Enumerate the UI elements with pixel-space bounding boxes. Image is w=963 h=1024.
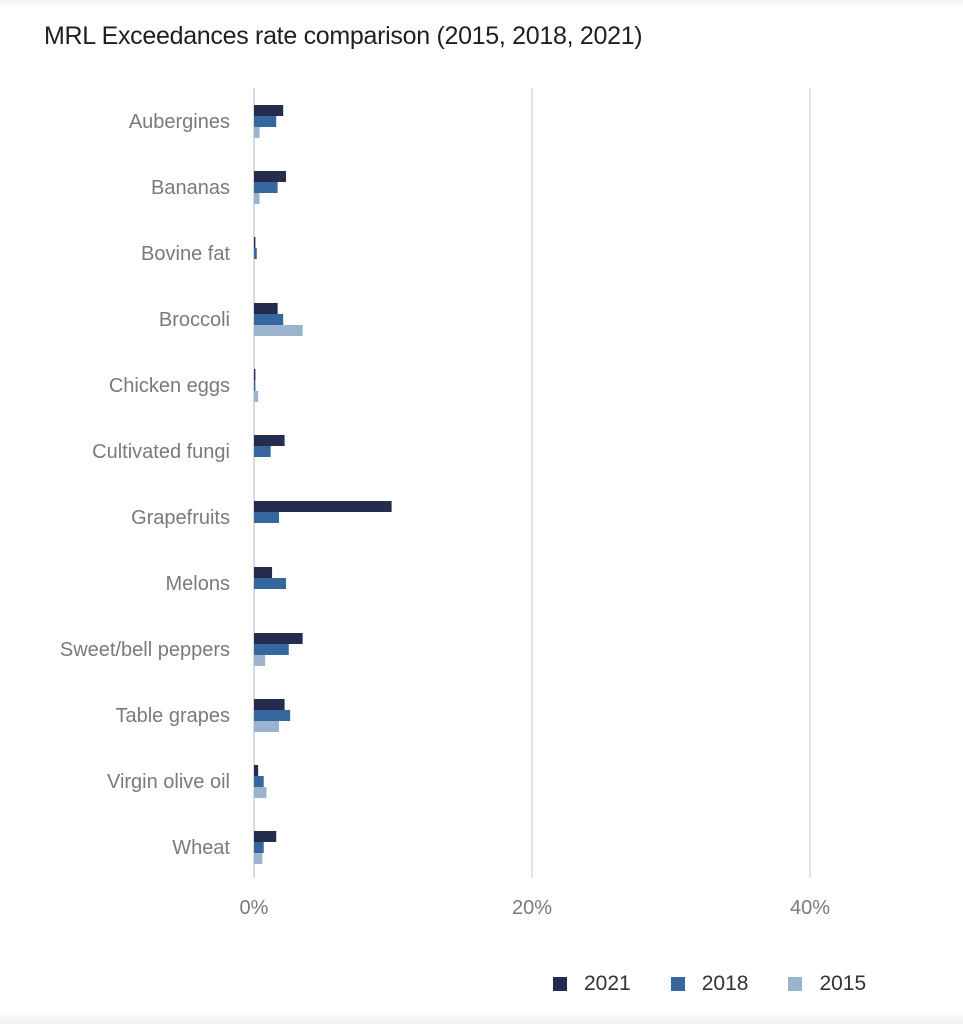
x-tick-label: 40% (790, 897, 830, 919)
category-label: Chicken eggs (109, 375, 230, 397)
bar-2021-aubergines (254, 105, 284, 116)
legend-swatch (553, 977, 567, 991)
bars (254, 105, 392, 864)
category-label: Melons (166, 573, 230, 595)
bar-2021-chicken-eggs (254, 369, 256, 380)
chart-title: MRL Exceedances rate comparison (2015, 2… (44, 22, 643, 50)
bar-2021-table-grapes (254, 699, 285, 710)
bar-2021-wheat (254, 831, 277, 842)
category-label: Cultivated fungi (92, 441, 230, 463)
category-label: Wheat (172, 837, 230, 859)
x-tick-label: 0% (240, 897, 269, 919)
category-label: Grapefruits (131, 507, 230, 529)
bar-2021-sweet-bell-peppers (254, 633, 303, 644)
category-labels: Aubergines Bananas Bovine fat Broccoli Chick… (60, 111, 231, 859)
bar-2018-melons (254, 578, 286, 589)
category-label: Broccoli (159, 309, 230, 331)
bar-2021-virgin-olive-oil (254, 765, 259, 776)
bar-2015-wheat (254, 853, 263, 864)
category-label: Aubergines (129, 111, 230, 133)
bottom-shade (0, 1010, 963, 1024)
bar-2015-table-grapes (254, 721, 280, 732)
legend-label: 2015 (819, 972, 867, 995)
bar-2018-cultivated-fungi (254, 446, 271, 457)
legend-label: 2021 (584, 972, 631, 995)
category-label: Bananas (151, 177, 230, 199)
bar-2021-bovine-fat (254, 237, 256, 248)
category-label: Bovine fat (141, 243, 230, 265)
legend-swatch (788, 977, 803, 991)
legend-label: 2018 (701, 972, 749, 995)
legend-swatch (670, 977, 685, 991)
grid-lines (253, 88, 811, 878)
bar-2021-cultivated-fungi (254, 435, 285, 446)
category-label: Table grapes (115, 705, 230, 727)
bar-2018-bovine-fat (254, 248, 257, 259)
top-shade (0, 0, 963, 8)
category-label: Virgin olive oil (107, 771, 230, 793)
legend-item-2015: 2015 (788, 972, 866, 996)
bar-2018-chicken-eggs (254, 380, 256, 391)
bar-2018-wheat (254, 842, 264, 853)
category-label: Sweet/bell peppers (60, 639, 230, 661)
x-tick-label: 20% (512, 897, 552, 919)
legend-item-2018: 2018 (670, 972, 749, 996)
legend-item-2021: 2021 (553, 972, 631, 996)
legend: 2021 2018 2015 (553, 972, 866, 996)
bar-2021-grapefruits (254, 501, 392, 512)
bar-2021-bananas (254, 171, 286, 182)
bar-2015-virgin-olive-oil (254, 787, 267, 798)
bar-2018-table-grapes (254, 710, 291, 721)
bar-2018-sweet-bell-peppers (254, 644, 289, 655)
bar-2018-virgin-olive-oil (254, 776, 264, 787)
bar-2018-aubergines (254, 116, 277, 127)
x-axis-ticks: 0% 20% 40% (240, 897, 831, 919)
bar-2018-grapefruits (254, 512, 280, 523)
bar-2015-broccoli (254, 325, 303, 336)
bar-2021-broccoli (254, 303, 278, 314)
bar-2015-sweet-bell-peppers (254, 655, 266, 666)
bar-2018-broccoli (254, 314, 284, 325)
bar-2015-aubergines (254, 127, 260, 138)
bar-2018-bananas (254, 182, 278, 193)
bar-2015-bananas (254, 193, 260, 204)
bar-2021-melons (254, 567, 273, 578)
bar-2015-chicken-eggs (254, 391, 259, 402)
